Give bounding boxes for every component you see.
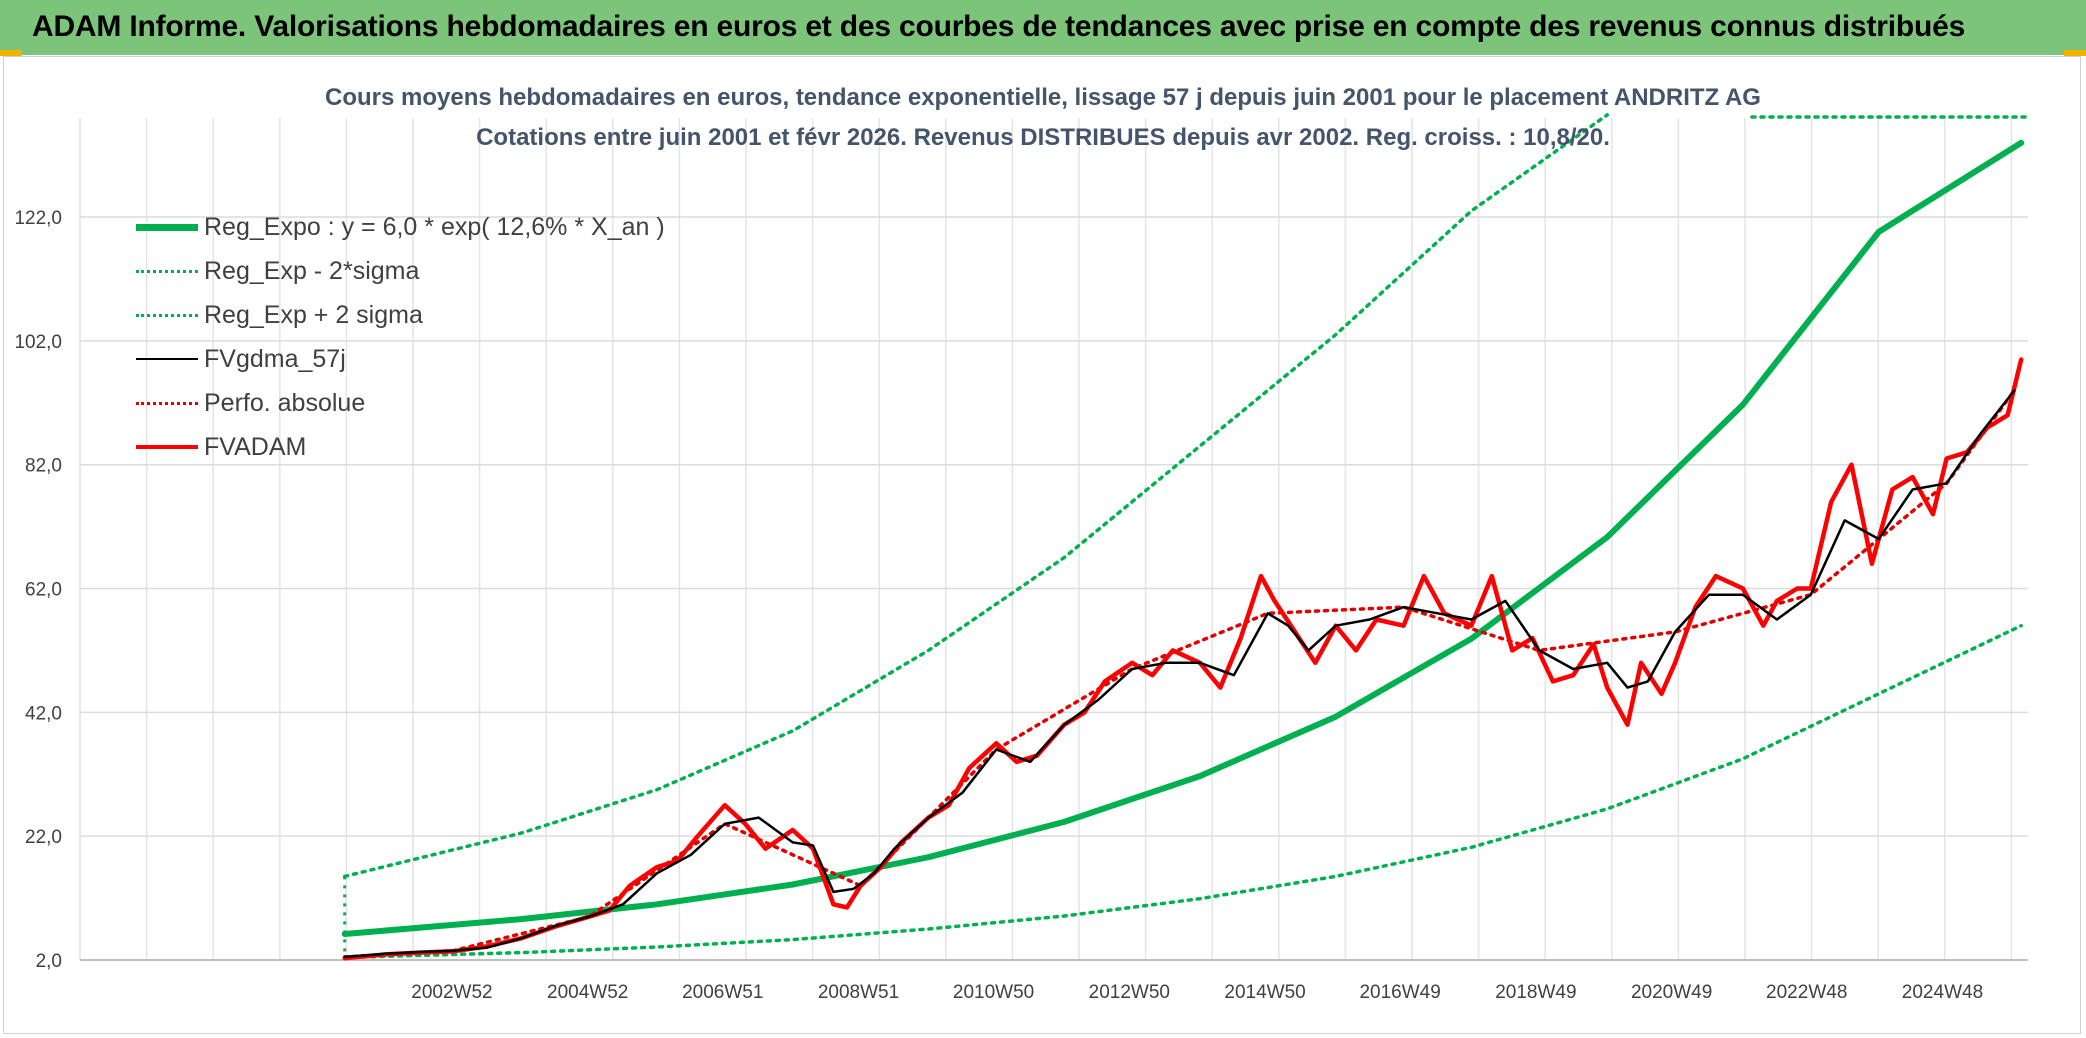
banner-corner-left	[0, 50, 22, 56]
series-line-0	[341, 139, 2025, 937]
legend-label: Reg_Exp + 2 sigma	[204, 300, 423, 329]
series-line-1	[342, 623, 2023, 960]
y-tick-labels: 2,0 22,0 42,0 62,0 82,0 102,0 122,0	[14, 208, 62, 972]
legend-item: FVgdma_57j	[136, 337, 665, 381]
series-line-3	[343, 389, 2016, 959]
chart-frame	[3, 56, 2081, 1034]
x-tick-label: 2016W49	[1359, 982, 1440, 1003]
legend-swatch	[136, 357, 198, 361]
legend-label: Perfo. absolue	[204, 388, 366, 417]
y-tick-label: 122,0	[14, 208, 62, 229]
chart-title: Cours moyens hebdomadaires en euros, ten…	[325, 84, 1761, 111]
banner-corner-right	[2064, 50, 2086, 56]
chart-subtitle: Cotations entre juin 2001 et févr 2026. …	[476, 124, 1610, 151]
x-tick-label: 2018W49	[1495, 982, 1576, 1003]
legend-swatch	[136, 223, 198, 231]
legend-item: FVADAM	[136, 425, 665, 469]
x-tick-label: 2006W51	[682, 982, 763, 1003]
y-tick-label: 22,0	[25, 827, 62, 848]
chart-legend: Reg_Expo : y = 6,0 * exp( 12,6% * X_an )…	[136, 205, 665, 469]
vertical-gridlines	[79, 118, 2013, 960]
legend-swatch	[136, 269, 198, 273]
y-tick-label: 2,0	[36, 951, 62, 972]
legend-item: Reg_Exp - 2*sigma	[136, 249, 665, 293]
x-tick-label: 2002W52	[411, 982, 492, 1003]
x-tick-label: 2008W51	[818, 982, 899, 1003]
series-lines	[341, 113, 2030, 961]
x-tick-label: 2010W50	[953, 982, 1034, 1003]
y-tick-label: 42,0	[25, 703, 62, 724]
legend-item: Reg_Exp + 2 sigma	[136, 293, 665, 337]
legend-label: Reg_Expo : y = 6,0 * exp( 12,6% * X_an )	[204, 212, 665, 241]
header-banner: ADAM Informe. Valorisations hebdomadaire…	[0, 0, 2086, 56]
legend-label: FVADAM	[204, 432, 307, 461]
report-title: ADAM Informe. Valorisations hebdomadaire…	[32, 10, 1966, 43]
legend-item: Perfo. absolue	[136, 381, 665, 425]
legend-label: Reg_Exp - 2*sigma	[204, 256, 420, 285]
x-tick-label: 2024W48	[1902, 982, 1983, 1003]
x-tick-labels: 2002W52 2004W52 2006W51 2008W51 2010W50 2012W…	[411, 982, 1983, 1003]
x-tick-label: 2012W50	[1089, 982, 1170, 1003]
series-line-4	[342, 388, 2017, 959]
y-tick-label: 102,0	[14, 332, 62, 353]
legend-swatch	[136, 313, 198, 317]
series-line-5	[342, 357, 2024, 961]
x-tick-label: 2020W49	[1631, 982, 1712, 1003]
x-tick-label: 2004W52	[547, 982, 628, 1003]
legend-swatch	[136, 444, 198, 450]
y-tick-label: 82,0	[25, 456, 62, 477]
y-tick-label: 62,0	[25, 580, 62, 601]
legend-label: FVgdma_57j	[204, 344, 346, 373]
legend-swatch	[136, 401, 198, 405]
legend-item: Reg_Expo : y = 6,0 * exp( 12,6% * X_an )	[136, 205, 665, 249]
x-tick-label: 2014W50	[1224, 982, 1305, 1003]
series-line-2	[342, 113, 1609, 879]
x-tick-label: 2022W48	[1766, 982, 1847, 1003]
